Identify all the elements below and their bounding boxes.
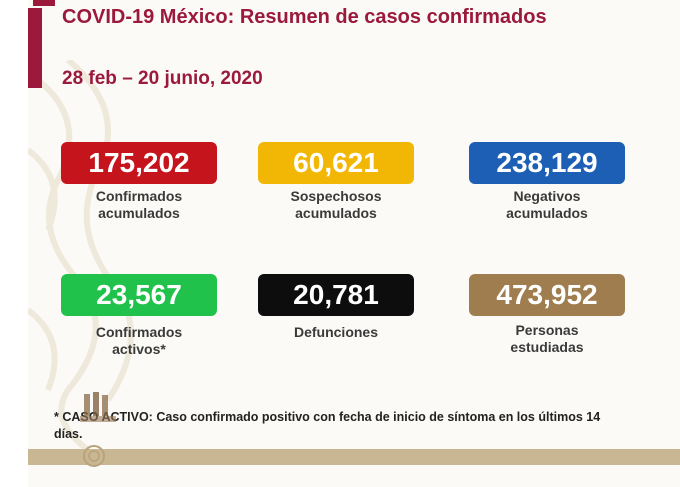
date-range: 28 feb – 20 junio, 2020 bbox=[62, 68, 263, 89]
top-accent-tab bbox=[33, 0, 55, 6]
accent-bar bbox=[28, 8, 42, 88]
stat-label-line2: estudiadas bbox=[510, 339, 584, 355]
bottom-band bbox=[28, 449, 680, 465]
stat-label: Defunciones bbox=[258, 324, 414, 341]
stat-label-line1: Negativos bbox=[513, 188, 581, 204]
stat-confirmados-activos: 23,567 Confirmados activos* bbox=[61, 274, 217, 358]
stat-value-box: 238,129 bbox=[469, 142, 625, 184]
stat-label-line2: acumulados bbox=[98, 205, 180, 221]
stat-label: Personas estudiadas bbox=[469, 322, 625, 356]
stat-label-line2: activos* bbox=[112, 341, 166, 357]
stat-label: Confirmados activos* bbox=[61, 324, 217, 358]
stat-value-box: 23,567 bbox=[61, 274, 217, 316]
stat-label-line1: Confirmados bbox=[95, 324, 183, 340]
stat-label-line2: acumulados bbox=[506, 205, 588, 221]
stat-personas-estudiadas: 473,952 Personas estudiadas bbox=[469, 274, 625, 356]
stat-label: Sospechosos acumulados bbox=[258, 188, 414, 222]
footnote: * CASO ACTIVO: Caso confirmado positivo … bbox=[54, 410, 601, 441]
stat-value-box: 175,202 bbox=[61, 142, 217, 184]
stat-confirmados-acumulados: 175,202 Confirmados acumulados bbox=[61, 142, 217, 222]
page-title: COVID-19 México: Resumen de casos confir… bbox=[62, 6, 547, 28]
stat-value-box: 60,621 bbox=[258, 142, 414, 184]
stat-label-line1: Personas bbox=[515, 322, 579, 338]
stat-label-line2: acumulados bbox=[295, 205, 377, 221]
stat-value-box: 20,781 bbox=[258, 274, 414, 316]
stat-label-line1: Defunciones bbox=[293, 324, 378, 340]
stat-defunciones: 20,781 Defunciones bbox=[258, 274, 414, 341]
slide-background bbox=[28, 0, 680, 487]
stat-value-box: 473,952 bbox=[469, 274, 625, 316]
stat-label: Negativos acumulados bbox=[469, 188, 625, 222]
stat-sospechosos-acumulados: 60,621 Sospechosos acumulados bbox=[258, 142, 414, 222]
stat-negativos-acumulados: 238,129 Negativos acumulados bbox=[469, 142, 625, 222]
stat-label: Confirmados acumulados bbox=[61, 188, 217, 222]
stat-label-line1: Sospechosos bbox=[290, 188, 382, 204]
stat-label-line1: Confirmados bbox=[95, 188, 183, 204]
crest-logo-icon bbox=[80, 392, 116, 467]
